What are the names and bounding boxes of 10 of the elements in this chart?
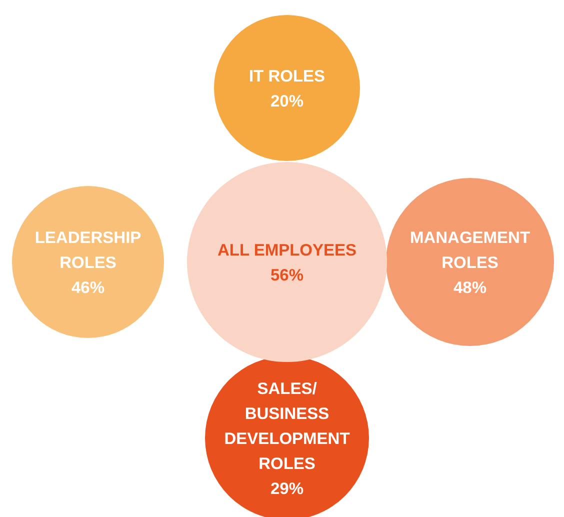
category-label: IT ROLES bbox=[248, 68, 326, 86]
category-label: ALL EMPLOYEES bbox=[217, 242, 357, 260]
category-label: LEADERSHIP ROLES bbox=[34, 229, 142, 272]
category-label: MANAGEMENT ROLES bbox=[410, 229, 530, 272]
data-label: 56% bbox=[270, 266, 304, 284]
data-label: 20% bbox=[270, 92, 304, 110]
data-label: 46% bbox=[71, 279, 105, 297]
data-label: 29% bbox=[270, 480, 304, 498]
category-label: SALES/ BUSINESS DEVELOPMENT ROLES bbox=[224, 380, 350, 473]
data-label: 48% bbox=[453, 279, 487, 297]
